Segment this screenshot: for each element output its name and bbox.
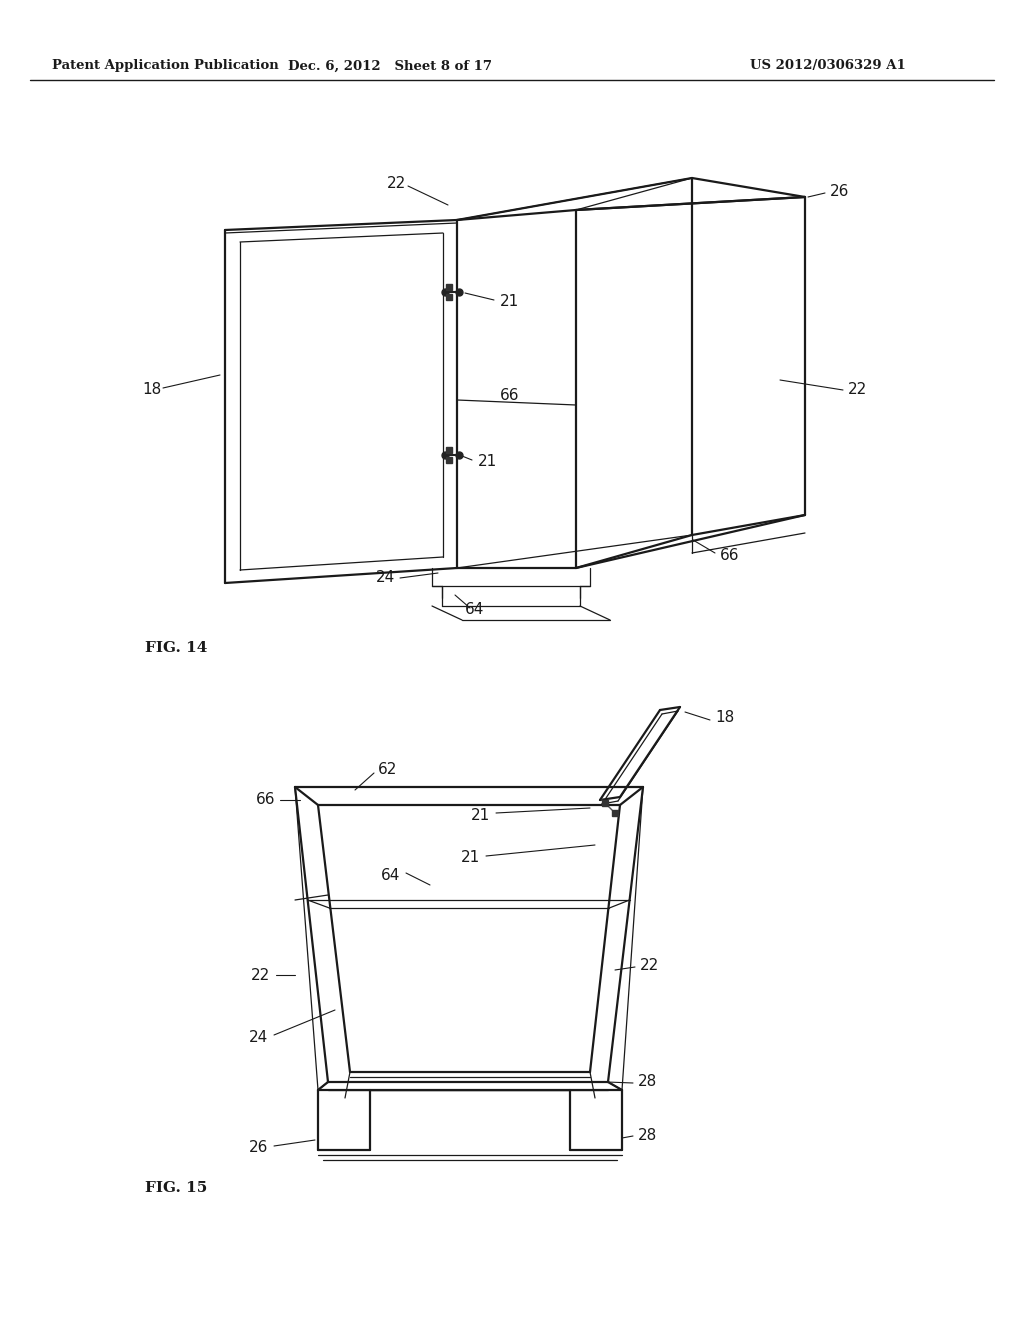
Text: 21: 21 xyxy=(500,294,519,309)
Text: 26: 26 xyxy=(249,1140,268,1155)
Text: 64: 64 xyxy=(465,602,484,618)
Text: US 2012/0306329 A1: US 2012/0306329 A1 xyxy=(750,59,906,73)
Text: 21: 21 xyxy=(461,850,480,866)
Text: 21: 21 xyxy=(471,808,490,822)
Text: 24: 24 xyxy=(249,1031,268,1045)
Text: 24: 24 xyxy=(376,570,395,586)
Text: 28: 28 xyxy=(638,1074,657,1089)
Text: Dec. 6, 2012   Sheet 8 of 17: Dec. 6, 2012 Sheet 8 of 17 xyxy=(288,59,492,73)
Text: 66: 66 xyxy=(256,792,275,808)
Text: 64: 64 xyxy=(381,867,400,883)
Text: 18: 18 xyxy=(715,710,734,726)
Text: Patent Application Publication: Patent Application Publication xyxy=(52,59,279,73)
Text: 22: 22 xyxy=(251,968,270,982)
Text: 18: 18 xyxy=(142,383,162,397)
Text: 22: 22 xyxy=(848,383,867,397)
Text: 22: 22 xyxy=(640,957,659,973)
Text: FIG. 14: FIG. 14 xyxy=(145,642,208,655)
Text: 22: 22 xyxy=(387,176,407,190)
Text: 66: 66 xyxy=(501,388,520,403)
Text: 26: 26 xyxy=(830,185,849,199)
Text: 66: 66 xyxy=(720,548,739,562)
Text: FIG. 15: FIG. 15 xyxy=(145,1181,207,1195)
Text: 21: 21 xyxy=(478,454,498,470)
Text: 62: 62 xyxy=(378,763,397,777)
Text: 28: 28 xyxy=(638,1127,657,1143)
